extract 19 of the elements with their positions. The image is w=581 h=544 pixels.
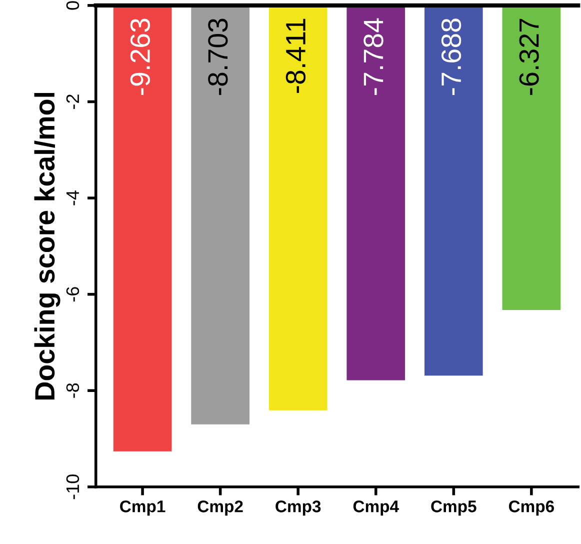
x-tick-label: Cmp3 xyxy=(276,500,321,516)
data-label: -7.784 xyxy=(364,18,384,95)
data-label: -7.688 xyxy=(441,18,462,95)
data-label: -6.327 xyxy=(519,18,539,95)
y-tick-label: -2 xyxy=(66,94,79,109)
x-tick-label: Cmp4 xyxy=(353,500,399,516)
data-label: -9.263 xyxy=(130,18,150,95)
y-tick-label: -10 xyxy=(66,474,80,500)
x-tick-label: Cmp2 xyxy=(198,500,243,516)
y-axis-title: Docking score kcal/mol xyxy=(34,92,60,400)
y-tick-label: -6 xyxy=(66,287,80,302)
y-tick-label: -8 xyxy=(66,383,80,398)
x-tick-label: Cmp5 xyxy=(431,500,476,516)
y-tick-label: -4 xyxy=(66,190,79,206)
data-label: -8.703 xyxy=(208,18,228,95)
x-tick-label: Cmp1 xyxy=(120,500,166,516)
y-tick-label: 0 xyxy=(66,1,80,10)
data-label: -8.411 xyxy=(286,18,306,93)
x-tick-label: Cmp6 xyxy=(508,500,554,516)
